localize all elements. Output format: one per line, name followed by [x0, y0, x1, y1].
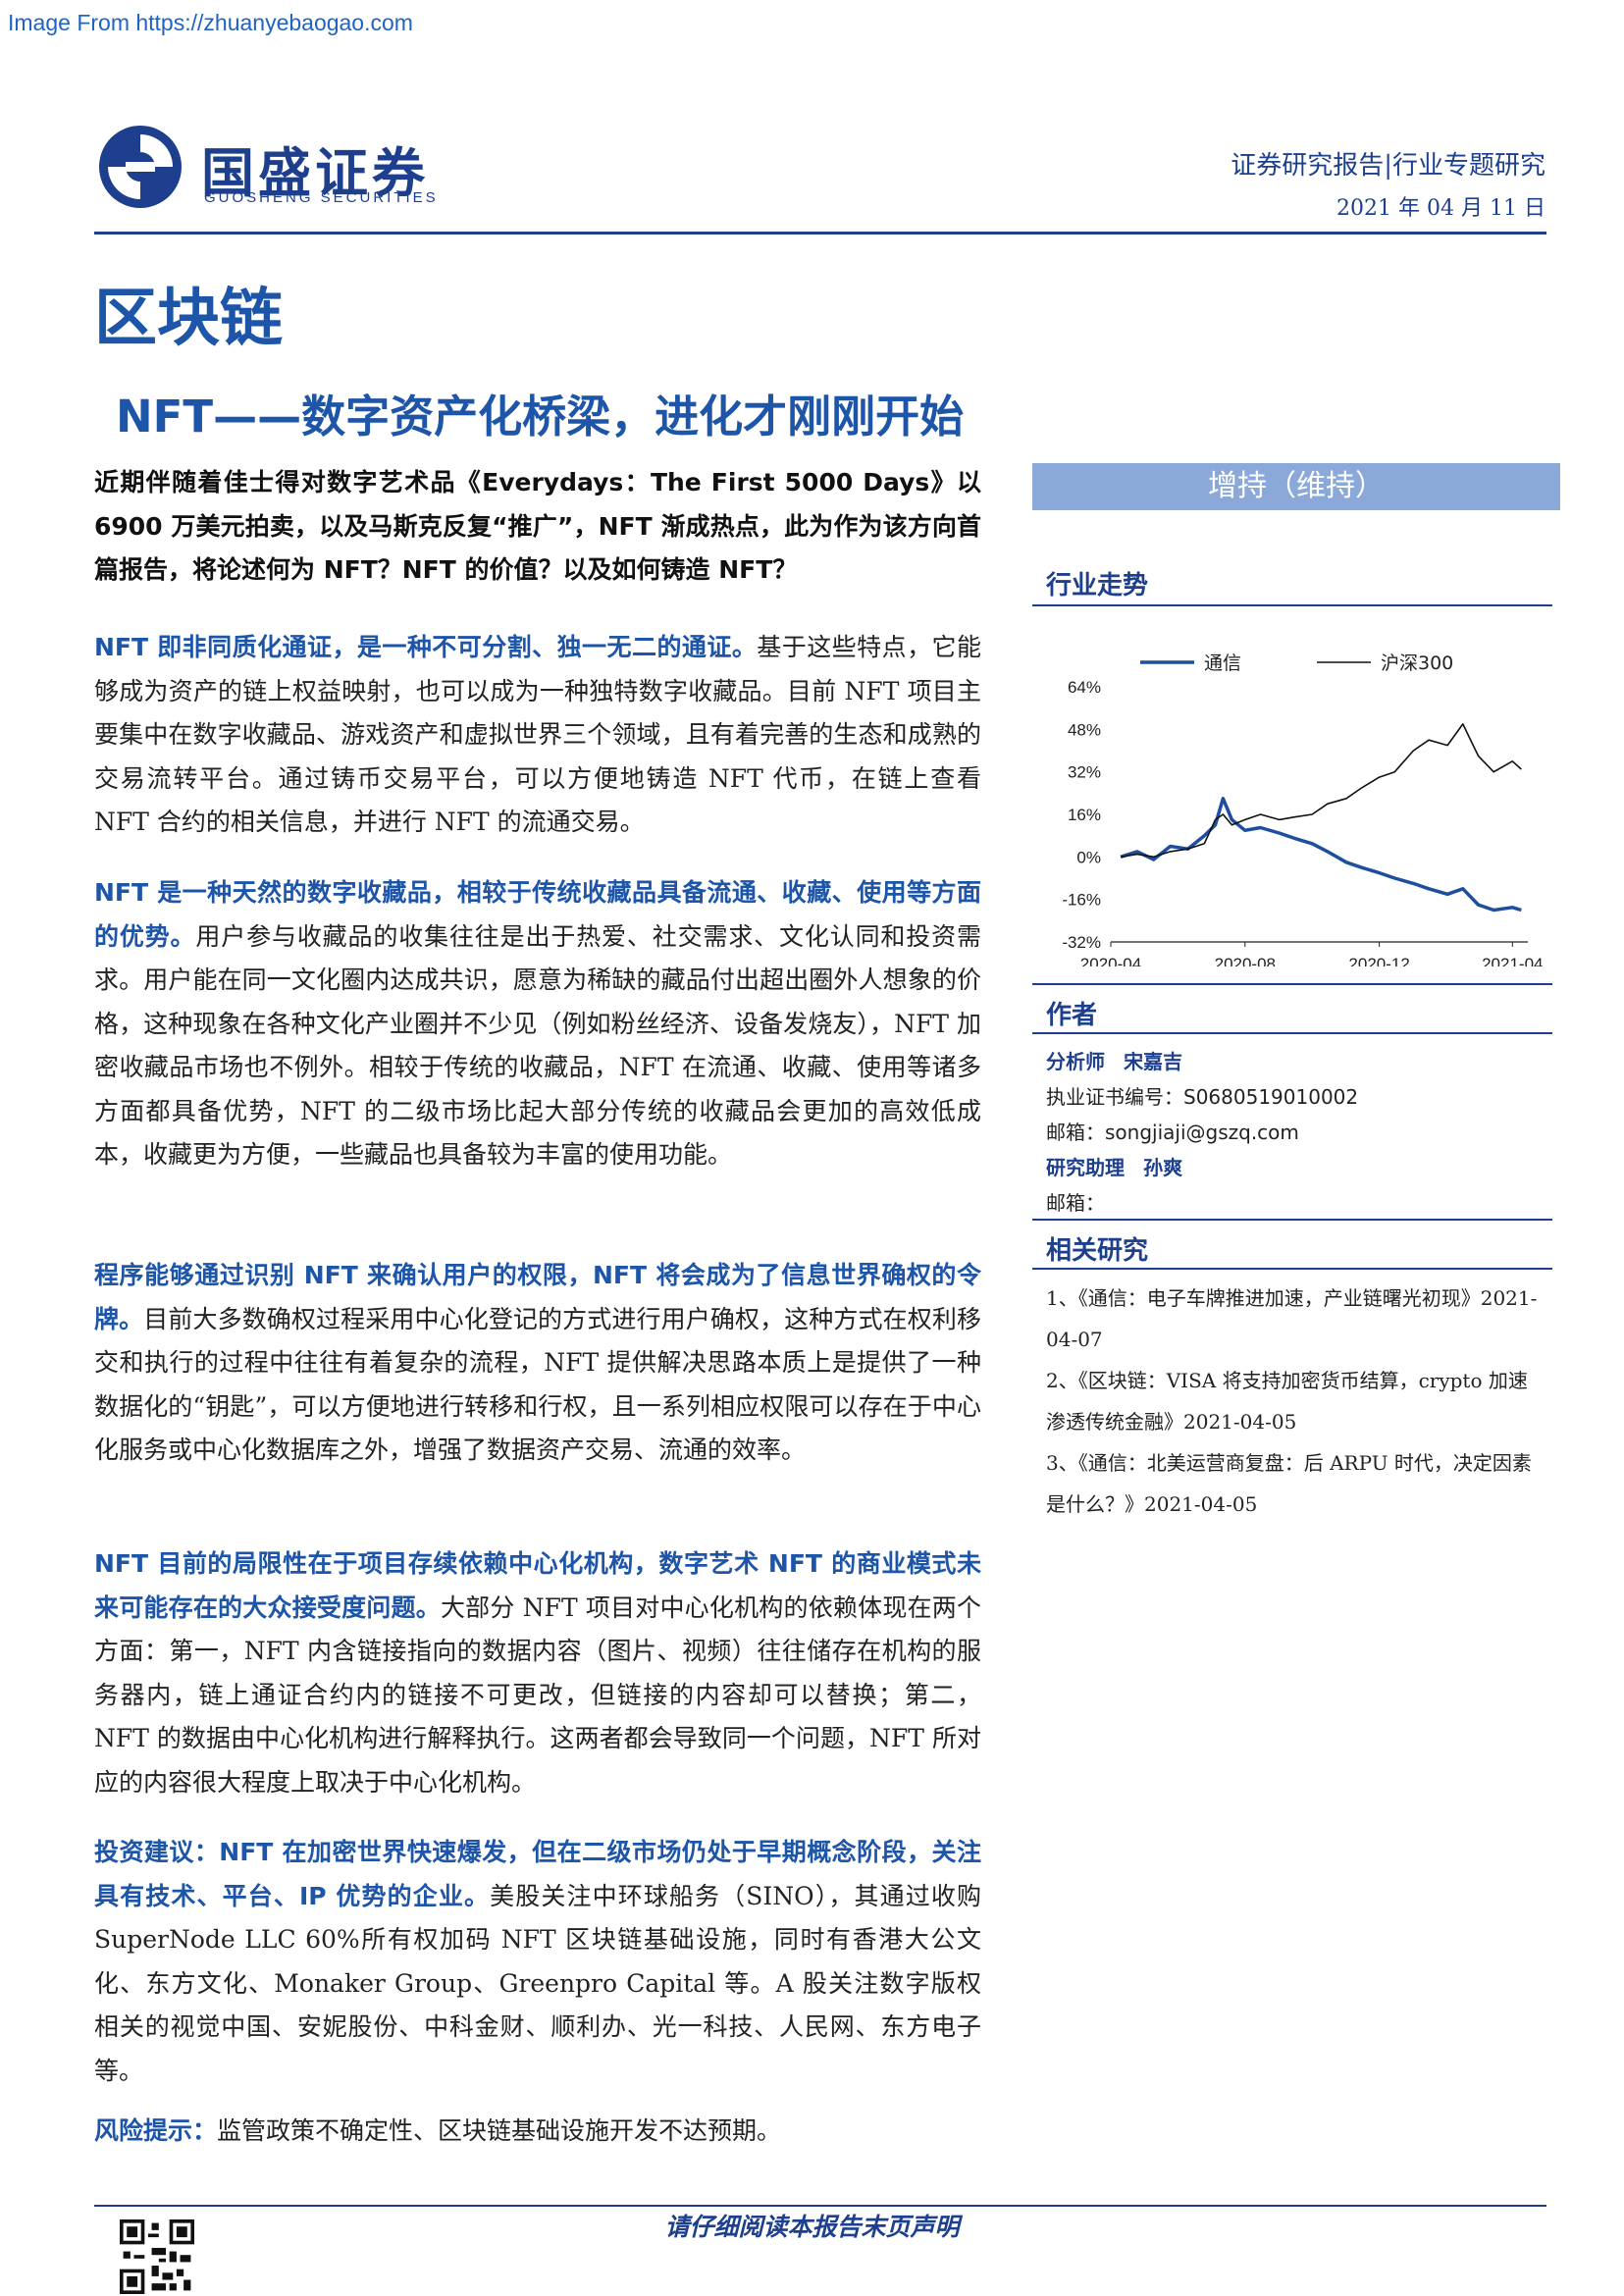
y-tick-label: 64% — [1068, 678, 1101, 697]
paragraph-lead: 程序能够通过识别 NFT 来确认用户的权限，NFT 将会成为了信息世界确权的令牌… — [94, 1261, 981, 1333]
related-divider — [1032, 1268, 1552, 1270]
assistant-line: 研究助理 孙爽 — [1046, 1152, 1182, 1180]
paragraph-4: NFT 目前的局限性在于项目存续依赖中心化机构，数字艺术 NFT 的商业模式未来… — [94, 1542, 981, 1804]
x-tick-label: 2021-04 — [1482, 955, 1543, 966]
related-top-divider — [1032, 1219, 1552, 1221]
paragraph-2: NFT 是一种天然的数字收藏品，相较于传统收藏品具备流通、收藏、使用等方面的优势… — [94, 871, 981, 1177]
paragraph-lead: 风险提示： — [94, 2116, 218, 2145]
x-axis: 2020-04 2020-08 2020-12 2021-04 — [1080, 941, 1543, 966]
related-item-2[interactable]: 2、《区块链：VISA 将支持加密货币结算，crypto 加速渗透传统金融》20… — [1046, 1369, 1528, 1434]
chart-lines — [1120, 723, 1522, 913]
footer-disclaimer: 请仔细阅读本报告末页声明 — [664, 2213, 960, 2241]
y-tick-label: 48% — [1068, 720, 1101, 739]
summary-text: 近期伴随着佳士得对数字艺术品《Everydays：The First 5000 … — [94, 468, 981, 584]
author-divider — [1032, 1032, 1552, 1034]
qr-code-icon — [120, 2219, 194, 2294]
assistant-name: 孙爽 — [1143, 1156, 1183, 1179]
header-divider — [94, 232, 1546, 235]
y-tick-label: 16% — [1068, 806, 1101, 824]
paragraph-body: 基于这些特点，它能够成为资产的链上权益映射，也可以成为一种独特数字收藏品。目前 … — [94, 633, 981, 836]
license-number: 执业证书编号：S0680519010002 — [1046, 1085, 1359, 1109]
analyst-email: 邮箱：songjiaji@gszq.com — [1046, 1121, 1299, 1144]
logo-subtitle: GUOSHENG SECURITIES — [204, 189, 439, 206]
analyst-line: 分析师 宋嘉吉 — [1046, 1046, 1182, 1074]
watermark-text: Image From https://zhuanyebaogao.com — [8, 10, 413, 35]
y-tick-label: 0% — [1076, 848, 1101, 866]
summary-block: 近期伴随着佳士得对数字艺术品《Everydays：The First 5000 … — [94, 461, 981, 593]
assistant-role: 研究助理 — [1046, 1156, 1125, 1179]
series-line-csi300 — [1120, 723, 1522, 859]
legend-label: 通信 — [1204, 652, 1241, 674]
paragraph-1: NFT 即非同质化通证，是一种不可分割、独一无二的通证。基于这些特点，它能够成为… — [94, 626, 981, 845]
paragraph-lead: NFT 目前的局限性在于项目存续依赖中心化机构，数字艺术 NFT 的商业模式未来… — [94, 1549, 981, 1622]
author-heading: 作者 — [1046, 1001, 1098, 1030]
y-tick-label: 32% — [1068, 763, 1101, 782]
analyst-role: 分析师 — [1046, 1050, 1105, 1073]
chart-legend: 通信 沪深300 — [1140, 652, 1453, 674]
related-item-1[interactable]: 1、《通信：电子车牌推进加速，产业链曙光初现》2021-04-07 — [1046, 1286, 1538, 1351]
related-item-3[interactable]: 3、《通信：北美运营商复盘：后 ARPU 时代，决定因素是什么？》2021-04… — [1046, 1451, 1532, 1516]
paragraph-body: 大部分 NFT 项目对中心化机构的依赖体现在两个方面：第一，NFT 内含链接指向… — [94, 1592, 981, 1797]
y-tick-label: -32% — [1062, 933, 1101, 952]
series-line-telecom — [1120, 797, 1522, 913]
report-title: NFT——数字资产化桥梁，进化才刚刚开始 — [116, 391, 965, 443]
assistant-email: 邮箱： — [1046, 1191, 1105, 1215]
footer-divider — [94, 2205, 1546, 2207]
report-type: 证券研究报告|行业专题研究 — [1231, 151, 1545, 181]
company-logo — [99, 126, 182, 208]
analyst-name: 宋嘉吉 — [1124, 1050, 1183, 1073]
legend-label: 沪深300 — [1381, 652, 1453, 674]
paragraph-5: 投资建议：NFT 在加密世界快速爆发，但在二级市场仍处于早期概念阶段，关注具有技… — [94, 1831, 981, 2093]
report-date: 2021 年 04 月 11 日 — [1336, 196, 1545, 221]
trend-divider — [1032, 604, 1552, 606]
paragraph-body: 监管政策不确定性、区块链基础设施开发不达预期。 — [217, 2116, 782, 2145]
related-heading: 相关研究 — [1046, 1236, 1149, 1266]
x-tick-label: 2020-04 — [1080, 955, 1141, 966]
y-axis: 64% 48% 32% 16% 0% -16% -32% — [1062, 678, 1101, 952]
trend-chart: 通信 沪深300 64%48%32%16%0%-16%-32% 2020-04 20… — [1062, 652, 1543, 966]
rating-badge: 增持（维持） — [1032, 463, 1560, 510]
x-tick-label: 2020-08 — [1215, 955, 1276, 966]
paragraph-body: 美股关注中环球船务（SINO），其通过收购 SuperNode LLC 60%所… — [94, 1881, 981, 2085]
paragraph-body: 用户参与收藏品的收集往往是出于热爱、社交需求、文化认同和投资需求。用户能在同一文… — [94, 921, 981, 1170]
paragraph-3: 程序能够通过识别 NFT 来确认用户的权限，NFT 将会成为了信息世界确权的令牌… — [94, 1254, 981, 1473]
paragraph-lead: NFT 是一种天然的数字收藏品，相较于传统收藏品具备流通、收藏、使用等方面的优势… — [94, 878, 981, 951]
paragraph-lead: NFT 即非同质化通证，是一种不可分割、独一无二的通证。 — [94, 633, 758, 661]
x-tick-label: 2020-12 — [1348, 955, 1409, 966]
trend-heading: 行业走势 — [1046, 571, 1149, 600]
paragraph-lead: 投资建议：NFT 在加密世界快速爆发，但在二级市场仍处于早期概念阶段，关注具有技… — [94, 1838, 981, 1910]
risk-paragraph: 风险提示：监管政策不确定性、区块链基础设施开发不达预期。 — [94, 2110, 981, 2154]
chart-bottom-divider — [1032, 983, 1552, 985]
paragraph-body: 目前大多数确权过程采用中心化登记的方式进行用户确权，这种方式在权利移交和执行的过… — [94, 1304, 981, 1465]
y-tick-label: -16% — [1062, 891, 1101, 910]
industry-heading: 区块链 — [94, 282, 283, 355]
logo-name: 国盛证券 — [201, 142, 429, 204]
